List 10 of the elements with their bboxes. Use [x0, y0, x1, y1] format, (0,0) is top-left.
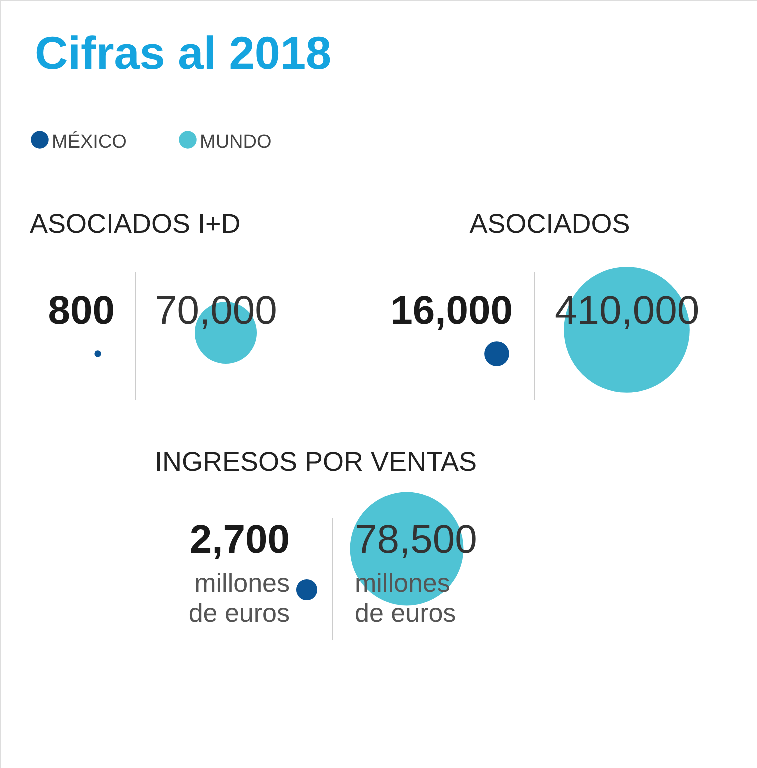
text: Cifras al 2018 — [35, 27, 332, 79]
data-label: 16,000 — [390, 289, 513, 333]
data-label: 800 — [48, 289, 115, 333]
text: ASOCIADOS — [470, 209, 630, 239]
category-label: MÉXICO — [52, 131, 127, 153]
data-label: 2,700 — [190, 518, 290, 562]
text: millones de euros — [188, 568, 290, 628]
text: INGRESOS POR VENTAS — [155, 447, 478, 477]
text: ASOCIADOS I+D — [30, 209, 241, 239]
category-label: MUNDO — [200, 132, 272, 153]
